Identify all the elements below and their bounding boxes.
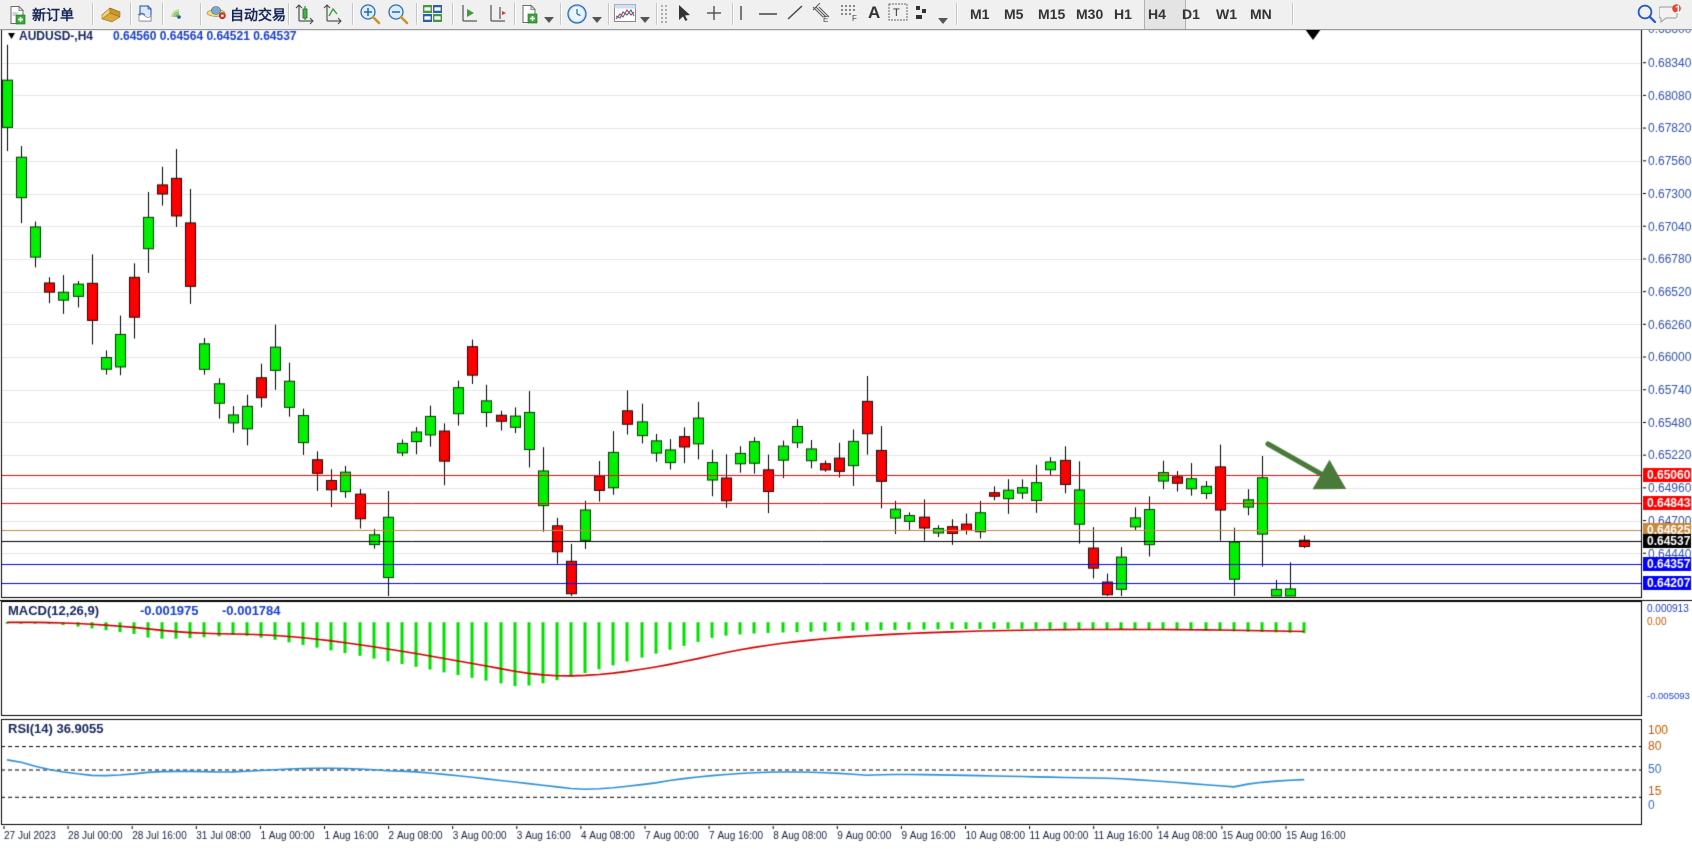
svg-text:F: F — [852, 14, 857, 22]
svg-text:T: T — [893, 7, 900, 19]
svg-text:E: E — [823, 15, 828, 23]
